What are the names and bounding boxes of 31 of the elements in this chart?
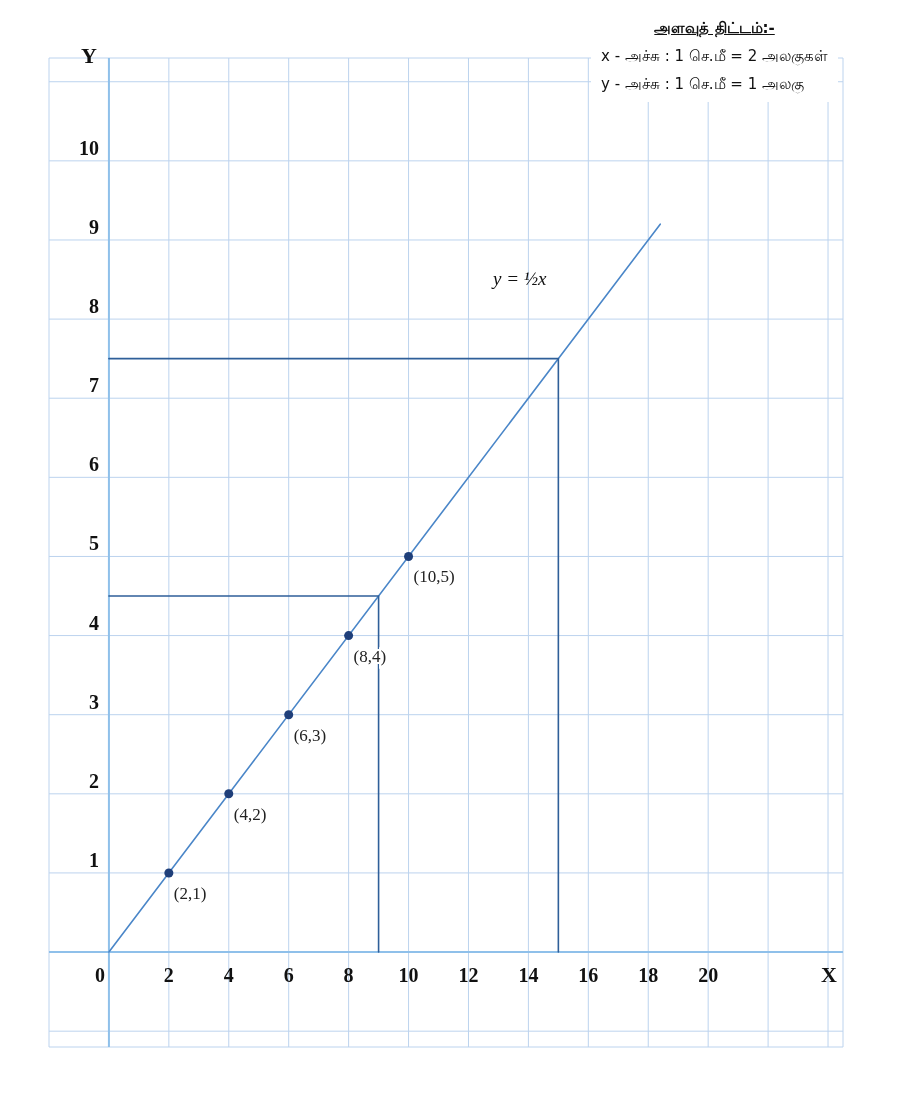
x-tick-label: 0 xyxy=(94,964,105,987)
x-axis-title: X xyxy=(821,962,838,988)
y-tick-label: 1 xyxy=(88,848,99,871)
x-tick-label: 14 xyxy=(518,964,539,987)
annotation: (6,3) xyxy=(293,725,327,745)
x-tick-label: 8 xyxy=(343,964,354,987)
x-tick-label: 10 xyxy=(398,964,419,987)
x-tick-label: 2 xyxy=(163,964,174,987)
annotation: y - அச்சு : 1 செ.மீ = 1 அலகு xyxy=(601,74,805,96)
x-tick-label: 18 xyxy=(638,964,659,987)
annotation: (10,5) xyxy=(413,567,455,587)
y-tick-label: 10 xyxy=(78,136,99,159)
y-tick-label: 6 xyxy=(88,453,99,476)
annotation: x - அச்சு : 1 செ.மீ = 2 அலகுகள் xyxy=(601,46,828,68)
y-tick-label: 2 xyxy=(88,769,99,792)
y-tick-label: 8 xyxy=(88,295,99,318)
x-tick-label: 4 xyxy=(223,964,234,987)
y-tick-label: 5 xyxy=(88,532,99,555)
y-tick-label: 3 xyxy=(88,690,99,713)
y-tick-label: 4 xyxy=(88,611,99,634)
x-tick-label: 16 xyxy=(578,964,599,987)
x-tick-label: 6 xyxy=(283,964,294,987)
x-tick-label: 20 xyxy=(698,964,719,987)
annotation: (4,2) xyxy=(233,804,267,824)
annotation: y = ½x xyxy=(493,268,547,290)
text: அளவுத் திட்டம்:- xyxy=(653,18,776,39)
annotation: (2,1) xyxy=(173,883,207,903)
y-tick-label: 7 xyxy=(88,374,99,397)
y-axis-title: Y xyxy=(81,43,98,68)
x-tick-label: 12 xyxy=(458,964,479,987)
y-tick-label: 9 xyxy=(88,215,99,238)
